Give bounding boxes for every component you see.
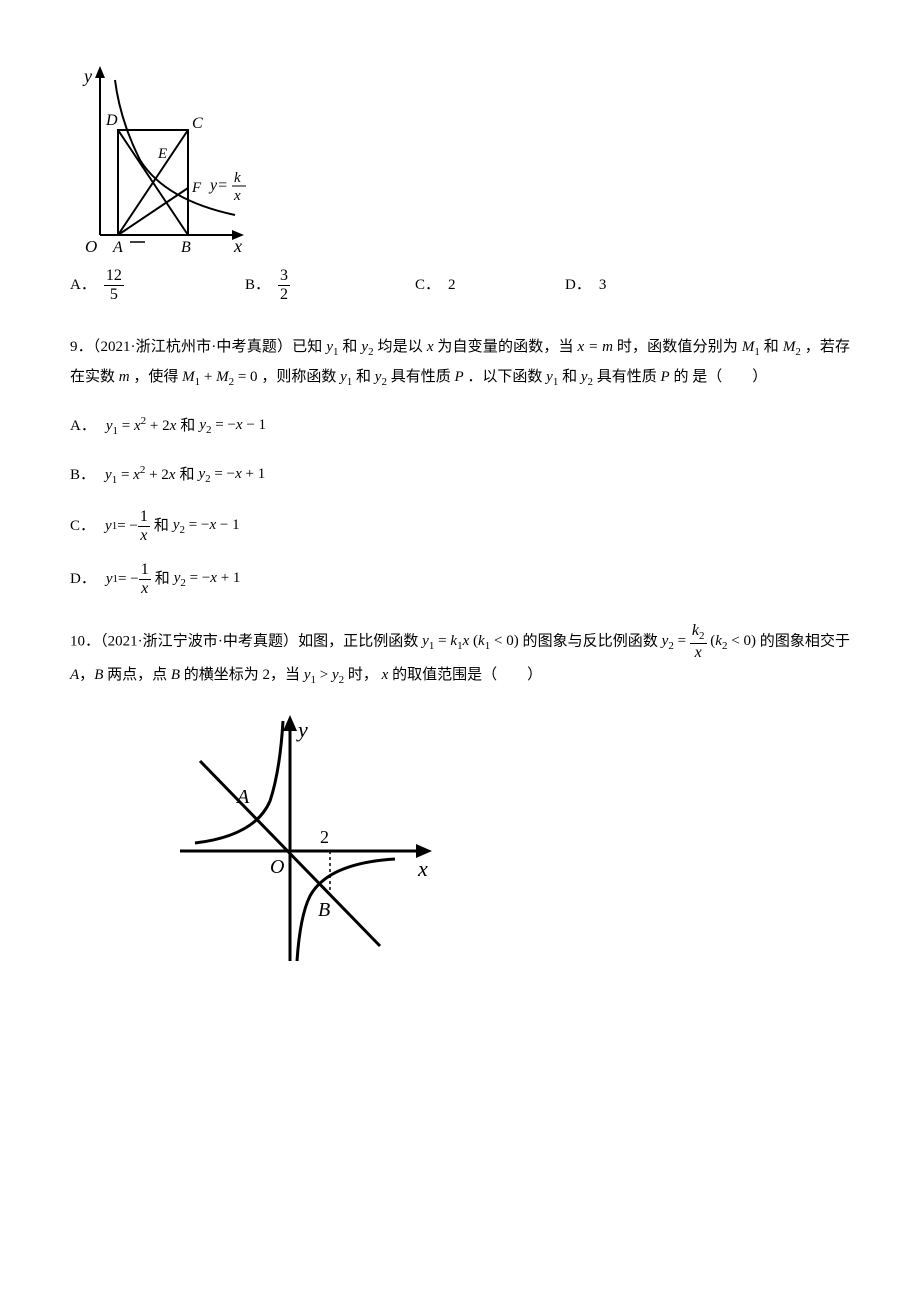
q9-t1: 已知 [292,339,322,355]
q8-c-letter: C． [415,271,440,300]
svg-text:A: A [235,786,250,808]
svg-text:y: y [82,66,92,86]
q9-t4: 时，函数值分别为 [617,339,738,355]
q8-a-letter: A． [70,271,96,300]
q9-choice-b: B． y1 = x2 + 2x 和 y2 = −x + 1 [70,460,850,491]
q9-t9: ．以下函数 [467,369,542,385]
q9-choice-a: A． y1 = x2 + 2x 和 y2 = −x − 1 [70,411,850,442]
q9-t12: 是（ ） [692,369,767,385]
q9-M1: M1 [742,339,760,355]
svg-text:D: D [105,112,118,129]
q9-m: m [119,369,130,385]
q10-B: B [94,667,103,683]
q10-figure: y x O 2 A B [170,711,850,971]
q10-t5: 的横坐标为 2，当 [184,667,300,683]
q8-b-frac: 3 2 [278,268,290,303]
q9-y1: y1 [326,339,338,355]
q10-t2: 的图象与反比例函数 [523,633,658,649]
q9-t7: ，则称函数 [261,369,336,385]
q9-t6: ，使得 [133,369,178,385]
q8-d-value: 3 [599,271,607,300]
q8-a-frac: 12 5 [104,268,124,303]
svg-text:B: B [181,239,191,256]
q9-choices: A． y1 = x2 + 2x 和 y2 = −x − 1 B． y1 = x2… [70,411,850,597]
q8-b-letter: B． [245,271,270,300]
q9-t2: 均是以 [377,339,422,355]
q9-P: P [454,369,463,385]
q9-t10: 具有性质 [597,369,657,385]
q10-svg: y x O 2 A B [170,711,450,971]
q9-number: 9． [70,339,93,355]
q9-t3: 为自变量的函数，当 [437,339,573,355]
q8-choice-c: C． 2 [415,271,565,300]
q8-d-letter: D． [565,271,591,300]
q8-choice-b: B． 3 2 [245,268,415,303]
q9-stem: 9．（2021·浙江杭州市·中考真题）已知 y1 和 y2 均是以 x 为自变量… [70,333,850,393]
q9-M2: M2 [783,339,801,355]
svg-text:F: F [191,180,202,196]
q10-t4: 两点，点 [107,667,167,683]
q10-t3: 的图象相交于 [760,633,850,649]
q8-choice-a: A． 12 5 [70,268,245,303]
svg-text:O: O [270,856,284,878]
q9-x: x [427,339,434,355]
svg-text:x: x [233,236,242,256]
svg-text:B: B [318,899,330,921]
q9-t8: 具有性质 [391,369,451,385]
q9-t11: 的 [673,369,688,385]
q10-source: （2021·浙江宁波市·中考真题） [100,633,298,649]
svg-text:x: x [417,856,428,881]
q8-c-value: 2 [448,271,456,300]
q10-t1: 如图，正比例函数 [298,633,418,649]
q8-choice-d: D． 3 [565,271,655,300]
svg-text:2: 2 [320,827,329,847]
q10-y2: y2 = [662,633,690,649]
svg-text:C: C [192,115,203,132]
q10-A: A [70,667,79,683]
q10-y1: y1 = k1x [422,633,469,649]
svg-text:y=: y= [208,177,228,194]
svg-text:A: A [112,239,123,256]
q8-choices: A． 12 5 B． 3 2 C． 2 D． 3 [70,268,850,303]
svg-text:E: E [157,146,167,162]
svg-text:O: O [85,237,97,256]
q9-y2: y2 [361,339,373,355]
q9-and1: 和 [342,339,357,355]
q10-t7: 的取值范围是（ ） [392,667,542,683]
q10-stem: 10．（2021·浙江宁波市·中考真题）如图，正比例函数 y1 = k1x (k… [70,623,850,691]
q9-choice-c: C． y1 = − 1x 和 y2 = −x − 1 [70,509,850,544]
q9-source: （2021·浙江杭州市·中考真题） [93,339,292,355]
q9-choice-d: D． y1 = − 1x 和 y2 = −x + 1 [70,562,850,597]
svg-text:y: y [296,717,308,742]
q10-frac: k2 x [690,623,707,661]
q9-and2: 和 [764,339,779,355]
q10-t6: 时， [348,667,378,683]
q10-number: 10． [70,633,100,649]
q9-xm: x = m [578,339,613,355]
q9-sum: M1 + M2 = 0 [182,369,257,385]
q8-svg: y x O A B C D E F y= k x [70,60,265,260]
svg-text:x: x [233,188,241,204]
q8-figure: y x O A B C D E F y= k x [70,60,850,260]
svg-text:k: k [234,170,241,186]
